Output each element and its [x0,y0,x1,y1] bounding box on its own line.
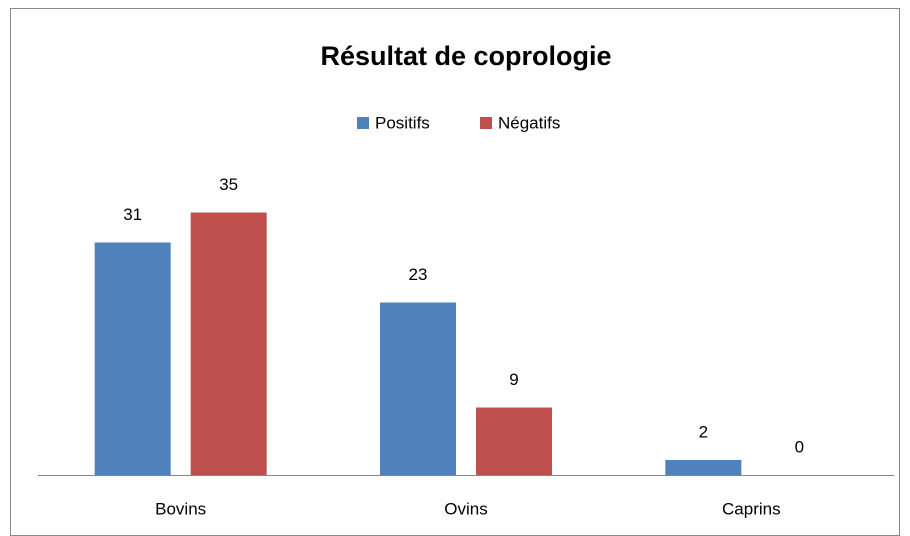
bar [665,460,742,475]
value-label: 31 [123,205,142,224]
legend-label: Positifs [375,113,430,132]
legend-swatch [480,117,492,129]
chart-title: Résultat de coprologie [320,41,611,71]
x-tick-label: Bovins [155,499,206,518]
bar [476,407,552,475]
x-tick-label: Caprins [722,499,781,518]
bar [94,242,171,475]
bar [190,212,267,475]
x-tick-label: Ovins [444,499,487,518]
value-label: 23 [409,265,428,284]
bar [380,302,456,475]
value-label: 35 [219,175,238,194]
value-label: 0 [795,437,804,456]
legend-label: Négatifs [498,113,560,132]
value-label: 2 [699,422,708,441]
value-label: 9 [509,370,518,389]
legend-swatch [357,117,369,129]
